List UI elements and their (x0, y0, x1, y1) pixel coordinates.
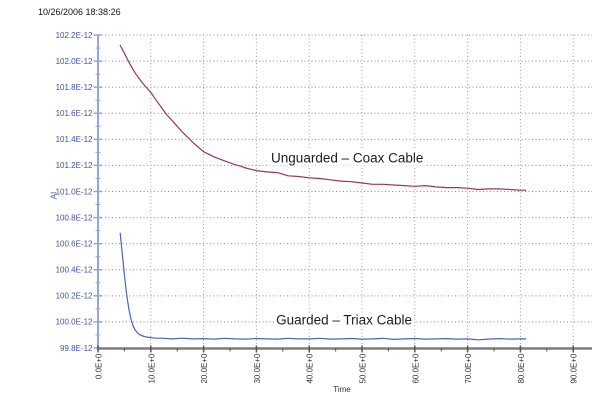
x-axis-title: Time (333, 385, 351, 394)
x-tick-label: 90.0E+0 (570, 353, 579, 384)
x-tick-label: 60.0E+0 (411, 353, 420, 384)
series-label-unguarded-coax: Unguarded – Coax Cable (269, 150, 426, 166)
y-tick-label: 100.6E-12 (56, 239, 93, 248)
y-tick-label: 100.8E-12 (56, 213, 93, 222)
y-tick-label: 101.6E-12 (56, 109, 93, 118)
timestamp: 10/26/2006 18:38:26 (38, 7, 121, 17)
x-axis: 0.0E+0 10.0E+0 20.0E+0 30.0E+0 40.0E+0 50.0E+… (95, 345, 592, 384)
y-tick-label: 101.2E-12 (56, 161, 93, 170)
series-line-guarded-triax (119, 232, 527, 341)
x-tick-label: 50.0E+0 (359, 353, 368, 384)
x-tick-label: 0.0E+0 (95, 353, 104, 379)
series-line-unguarded-coax (119, 44, 527, 191)
series-label-guarded-triax: Guarded – Triax Cable (274, 312, 414, 328)
x-tick-label: 80.0E+0 (517, 353, 526, 384)
x-tick-label: 40.0E+0 (306, 353, 315, 384)
series-lines (119, 44, 527, 341)
y-tick-label: 101.0E-12 (56, 187, 93, 196)
y-tick-label: 100.0E-12 (56, 318, 93, 327)
y-axis-title: AI (49, 191, 59, 200)
y-tick-label: 101.4E-12 (56, 135, 93, 144)
x-tick-label: 20.0E+0 (200, 353, 209, 384)
y-tick-label: 102.0E-12 (56, 57, 93, 66)
x-tick-label: 10.0E+0 (147, 353, 156, 384)
y-tick-label: 100.4E-12 (56, 266, 93, 275)
x-tick-label: 70.0E+0 (464, 353, 473, 384)
gridlines (98, 34, 592, 348)
x-tick-label: 30.0E+0 (253, 353, 262, 384)
y-tick-label: 100.2E-12 (56, 292, 93, 301)
y-tick-label: 99.8E-12 (60, 344, 93, 353)
y-tick-label: 102.2E-12 (56, 31, 93, 40)
y-axis: 102.2E-12 102.0E-12 101.8E-12 101.6E-12 101.… (56, 31, 102, 353)
y-tick-label: 101.8E-12 (56, 83, 93, 92)
